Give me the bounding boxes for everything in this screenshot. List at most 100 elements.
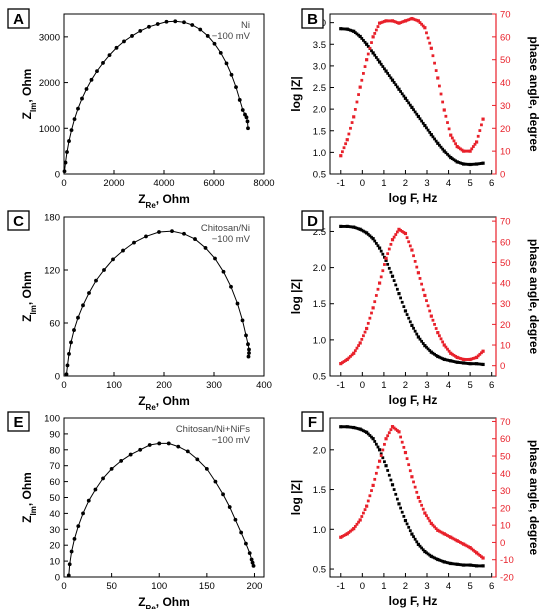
phase-point xyxy=(399,21,403,24)
magnitude-point xyxy=(413,537,417,541)
phase-point xyxy=(371,306,375,310)
y-tick-label: 60 xyxy=(49,477,60,488)
magnitude-point xyxy=(470,563,474,567)
x-tick-label: 6 xyxy=(489,178,494,189)
magnitude-point xyxy=(377,60,382,64)
phase-point xyxy=(384,437,388,441)
magnitude-point xyxy=(384,258,388,262)
data-point xyxy=(247,347,251,352)
x-tick-label: 0 xyxy=(61,380,66,391)
phase-point xyxy=(355,522,359,526)
data-point xyxy=(119,459,124,463)
y2-tick-label: 20 xyxy=(500,124,511,135)
data-point xyxy=(224,61,229,66)
magnitude-point xyxy=(446,561,449,565)
magnitude-point xyxy=(446,358,449,362)
magnitude-point xyxy=(421,548,425,552)
y-tick-label: 40 xyxy=(49,509,60,520)
y-tick-label: 1.0 xyxy=(313,335,326,346)
magnitude-point xyxy=(400,300,404,304)
magnitude-point xyxy=(450,157,454,161)
phase-point xyxy=(413,259,417,263)
magnitude-point xyxy=(426,128,430,132)
phase-point xyxy=(386,19,390,23)
phase-point xyxy=(400,440,404,444)
y-tick-label: 0.5 xyxy=(313,565,326,576)
phase-point xyxy=(426,304,430,308)
x-tick-label: 1 xyxy=(381,178,386,189)
magnitude-point xyxy=(450,359,454,363)
magnitude-point xyxy=(366,232,370,236)
phase-point xyxy=(355,346,359,350)
magnitude-point xyxy=(442,357,446,361)
magnitude-point xyxy=(481,362,485,367)
magnitude-point xyxy=(471,564,475,567)
y-axis-label-unit: , Ohm xyxy=(20,69,34,103)
phase-point xyxy=(476,134,480,138)
phase-point xyxy=(400,230,404,233)
magnitude-point xyxy=(439,559,443,563)
y-tick-label: 1000 xyxy=(39,124,60,135)
y2-tick-label: 30 xyxy=(500,101,511,112)
phase-point xyxy=(371,483,375,488)
phase-point xyxy=(434,527,438,531)
series-line xyxy=(66,230,250,375)
phase-point xyxy=(423,293,427,298)
y2-tick-label: 20 xyxy=(500,320,511,331)
magnitude-point xyxy=(418,337,422,341)
y2-axis-label: phase angle, degree xyxy=(527,239,541,355)
data-point xyxy=(234,85,238,90)
x-tick-label: 5 xyxy=(467,581,472,592)
magnitude-point xyxy=(429,350,433,354)
magnitude-point xyxy=(408,103,412,107)
panel-label: D xyxy=(307,213,318,230)
y-tick-label: 30 xyxy=(49,525,60,536)
phase-point xyxy=(342,534,346,537)
magnitude-point xyxy=(389,76,393,80)
annotation-line: Ni xyxy=(241,20,250,31)
magnitude-point xyxy=(433,137,436,141)
data-point xyxy=(195,457,200,462)
magnitude-point xyxy=(362,429,365,433)
phase-point xyxy=(344,533,348,537)
phase-point xyxy=(353,108,357,111)
magnitude-point xyxy=(390,274,395,278)
data-point xyxy=(114,45,119,50)
magnitude-point xyxy=(363,40,367,44)
magnitude-point xyxy=(349,28,352,32)
magnitude-point xyxy=(368,434,372,437)
magnitude-point xyxy=(428,349,432,352)
magnitude-point xyxy=(379,249,383,253)
phase-point xyxy=(400,20,404,24)
magnitude-point xyxy=(429,554,433,558)
x-axis-label: log F, Hz xyxy=(389,594,438,608)
magnitude-point xyxy=(467,362,470,365)
phase-point xyxy=(418,277,422,280)
panel-label: E xyxy=(13,414,23,431)
magnitude-point xyxy=(447,359,451,362)
phase-point xyxy=(402,231,406,234)
magnitude-point xyxy=(420,119,424,123)
y-tick-label: 90 xyxy=(49,429,60,440)
data-point xyxy=(95,69,99,74)
phase-point xyxy=(428,309,432,313)
y-tick-label: 10 xyxy=(49,557,60,568)
magnitude-point xyxy=(468,563,472,567)
magnitude-point xyxy=(425,126,428,130)
phase-point xyxy=(403,231,408,236)
phase-point xyxy=(471,145,475,148)
phase-point xyxy=(412,254,415,258)
data-point xyxy=(76,524,81,529)
magnitude-point xyxy=(474,362,479,366)
magnitude-point xyxy=(373,440,377,443)
magnitude-point xyxy=(400,510,404,514)
data-point xyxy=(170,229,174,234)
phase-point xyxy=(465,544,469,548)
magnitude-point xyxy=(377,246,382,250)
y-tick-label: 120 xyxy=(44,266,60,277)
data-point xyxy=(205,34,210,38)
x-tick-label: -1 xyxy=(337,581,345,592)
x-tick-label: 0 xyxy=(360,581,365,592)
y2-tick-label: -20 xyxy=(500,573,514,584)
